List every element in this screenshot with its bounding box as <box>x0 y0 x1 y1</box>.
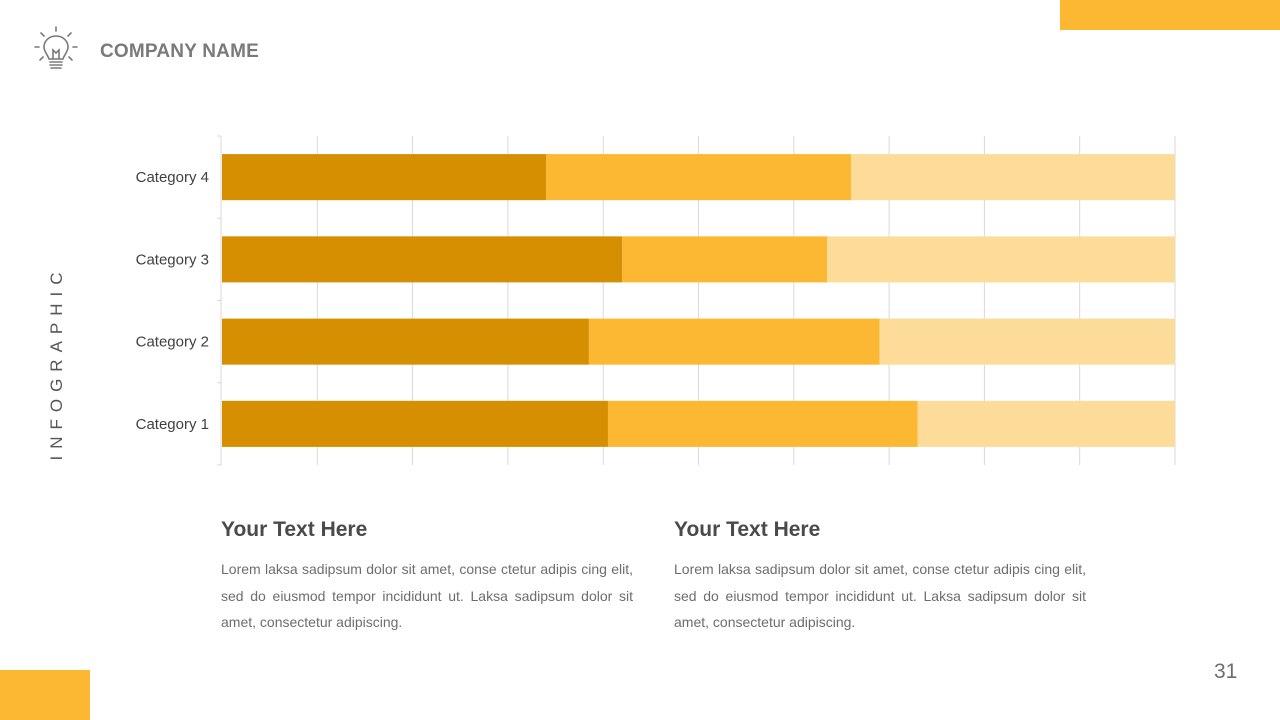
category-label: Category 4 <box>136 169 209 186</box>
bar-segment <box>917 400 1175 447</box>
category-label: Category 3 <box>136 251 209 268</box>
text-block-body: Lorem laksa sadipsum dolor sit amet, con… <box>674 561 1086 630</box>
company-name: COMPANY NAME <box>100 41 259 62</box>
bottom-accent-bar <box>0 670 90 720</box>
text-block-right: Your Text Here Lorem laksa sadipsum dolo… <box>674 518 1086 636</box>
page-number: 31 <box>1214 660 1238 683</box>
bar-segment <box>850 154 1175 201</box>
category-label: Category 2 <box>136 334 209 351</box>
top-accent-bar <box>1060 0 1280 30</box>
lightbulb-icon <box>34 26 78 69</box>
bar-segment <box>222 318 589 365</box>
bar-segment <box>222 236 623 283</box>
text-block-body: Lorem laksa sadipsum dolor sit amet, con… <box>221 561 633 630</box>
bar-segment <box>879 318 1175 365</box>
bar-segment <box>827 236 1175 283</box>
bar-segment <box>622 236 828 283</box>
bar-segment <box>222 154 547 201</box>
bar-segment <box>607 400 918 447</box>
bar-segment <box>222 400 608 447</box>
text-block-left: Your Text Here Lorem laksa sadipsum dolo… <box>221 518 633 636</box>
category-label: Category 1 <box>136 416 209 433</box>
bar-segment <box>546 154 851 201</box>
bar-segment <box>588 318 880 365</box>
text-block-title: Your Text Here <box>674 518 821 541</box>
text-block-title: Your Text Here <box>221 518 368 541</box>
